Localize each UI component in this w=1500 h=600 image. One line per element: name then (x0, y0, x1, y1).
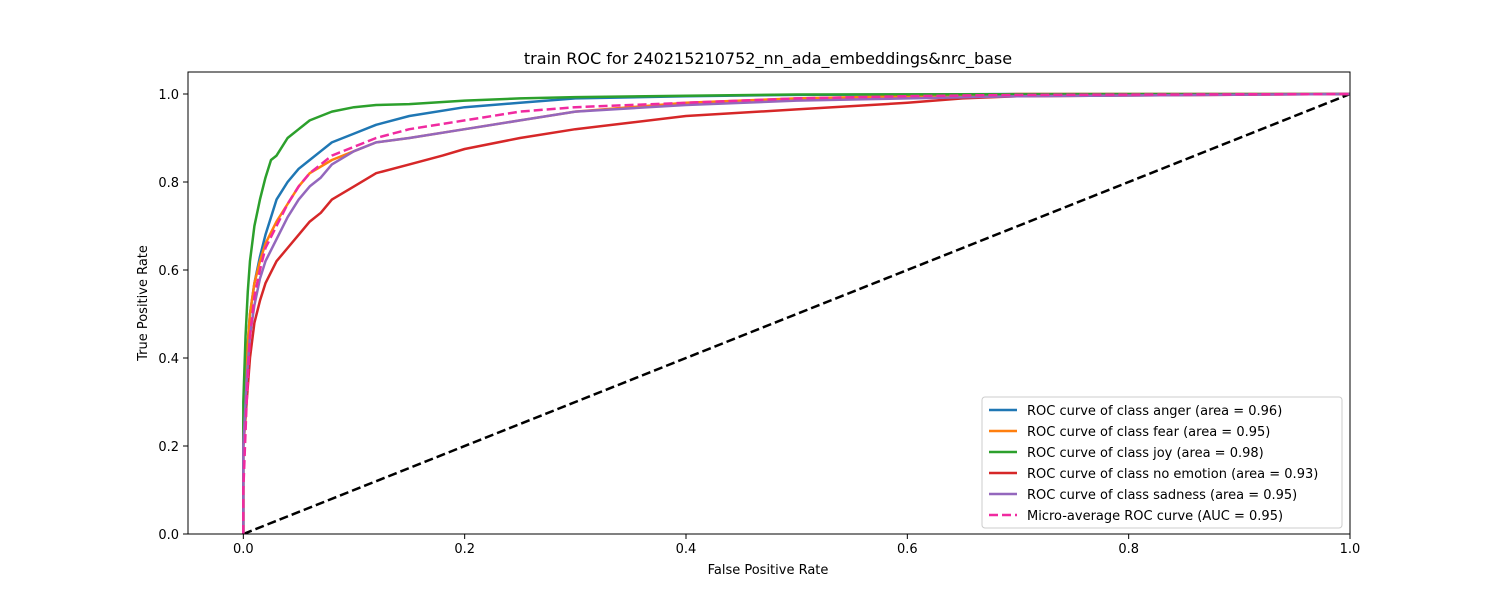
legend-label-2: ROC curve of class joy (area = 0.98) (1027, 446, 1264, 461)
x-tick-label: 0.4 (676, 542, 697, 557)
x-tick-label: 0.8 (1118, 542, 1139, 557)
y-tick-label: 0.0 (158, 528, 179, 543)
legend-label-1: ROC curve of class fear (area = 0.95) (1027, 425, 1270, 440)
legend-label-5: Micro-average ROC curve (AUC = 0.95) (1027, 509, 1283, 524)
y-axis-label: True Positive Rate (136, 245, 151, 362)
y-tick-label: 0.2 (158, 440, 179, 455)
y-tick-label: 0.6 (158, 264, 179, 279)
legend-label-3: ROC curve of class no emotion (area = 0.… (1027, 467, 1318, 482)
legend-label-0: ROC curve of class anger (area = 0.96) (1027, 404, 1282, 419)
legend-label-4: ROC curve of class sadness (area = 0.95) (1027, 488, 1297, 503)
x-tick-label: 0.0 (233, 542, 254, 557)
series-lines (242, 92, 1350, 534)
x-tick-label: 0.2 (454, 542, 475, 557)
legend-box (981, 396, 1343, 529)
x-tick-label: 0.6 (897, 542, 918, 557)
y-tick-label: 0.4 (158, 352, 179, 367)
chance-diagonal-line (242, 92, 1350, 534)
series-line-2 (242, 92, 1350, 534)
y-axis-ticks: 0.0 0.2 0.4 0.6 0.8 1.0 (158, 88, 188, 543)
x-tick-label: 1.0 (1340, 542, 1361, 557)
y-tick-label: 1.0 (158, 88, 179, 103)
legend: ROC curve of class anger (area = 0.96) RO… (981, 396, 1343, 529)
plot-frame (187, 71, 1351, 535)
series-line-5 (242, 92, 1350, 534)
x-axis-label: False Positive Rate (708, 563, 829, 578)
x-axis-ticks: 0.0 0.2 0.4 0.6 0.8 1.0 (233, 534, 1360, 557)
y-tick-label: 0.8 (158, 176, 179, 191)
series-line-3 (242, 92, 1350, 534)
chart-title: train ROC for 240215210752_nn_ada_embedd… (524, 49, 1012, 69)
